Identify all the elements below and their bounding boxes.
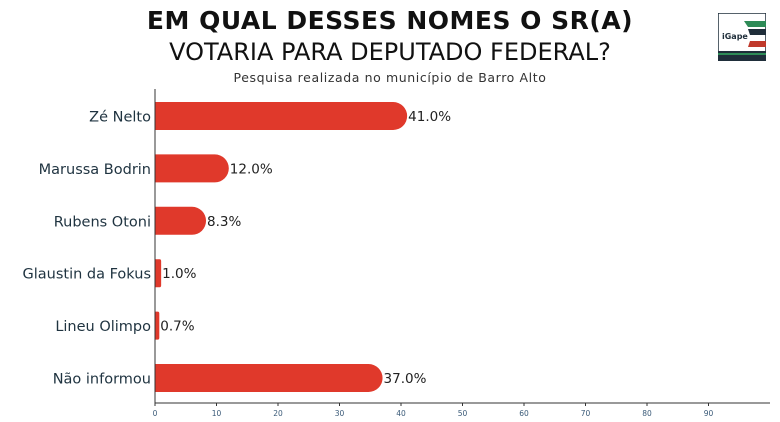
bar-2 [155,206,207,235]
chart-title-line1: EM QUAL DESSES NOMES O SR(A) [146,6,634,35]
x-tick-label-0: 0 [153,409,158,418]
data-label-2: 8.3% [207,214,241,230]
bar-1 [155,154,229,183]
x-tick-label-7: 70 [581,409,591,418]
category-label-1: Marussa Bodrin [39,162,151,178]
data-label-0: 41.0% [408,109,451,125]
x-tick-label-3: 30 [335,409,345,418]
logo-text: iGape [722,32,748,41]
bar-0 [155,102,408,130]
igape-logo: iGape [718,13,766,61]
x-tick-label-5: 50 [458,409,468,418]
x-tick-label-2: 20 [273,409,283,418]
category-label-2: Rubens Otoni [54,214,151,230]
bars-layer: Zé Nelto 41.0% Marussa Bodrin 12.0% Rubens O… [23,102,451,392]
x-tick-label-6: 60 [519,409,529,418]
x-tick-label-8: 80 [642,409,652,418]
axis-layer: 0 10 20 30 40 50 60 70 80 90 [153,89,770,418]
x-tick-label-1: 10 [212,409,222,418]
data-label-5: 37.0% [384,371,427,387]
category-label-4: Lineu Olimpo [55,319,151,335]
chart-subtitle: Pesquisa realizada no município de Barro… [233,70,547,85]
bar-3 [155,259,162,288]
category-label-5: Não informou [53,372,151,388]
bar-4 [155,311,160,340]
x-tick-label-9: 90 [704,409,714,418]
bar-5 [155,364,383,392]
category-label-0: Zé Nelto [89,110,151,126]
data-label-3: 1.0% [162,266,196,282]
data-label-1: 12.0% [230,161,273,177]
data-label-4: 0.7% [160,319,194,335]
category-label-3: Glaustin da Fokus [23,267,152,283]
x-tick-label-4: 40 [396,409,406,418]
chart-title-line2: VOTARIA PARA DEPUTADO FEDERAL? [169,38,611,66]
